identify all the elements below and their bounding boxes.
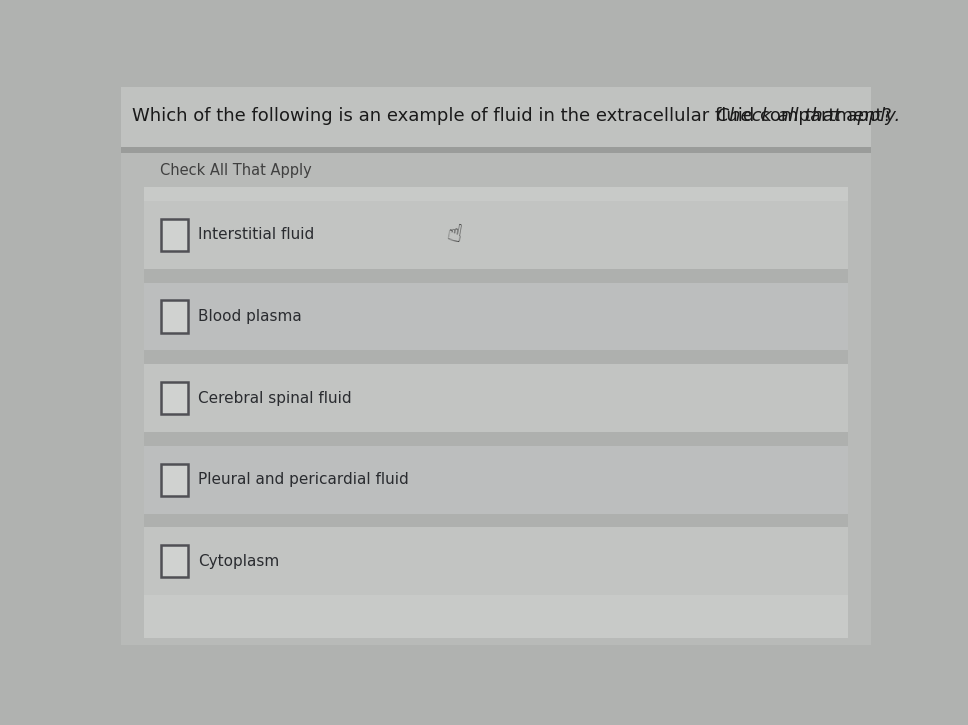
- Text: Blood plasma: Blood plasma: [198, 309, 302, 324]
- Text: Pleural and pericardial fluid: Pleural and pericardial fluid: [198, 472, 409, 487]
- Bar: [144, 283, 848, 350]
- Bar: [144, 187, 848, 637]
- Bar: [144, 350, 848, 364]
- Bar: [144, 364, 848, 432]
- Bar: [121, 87, 871, 147]
- Bar: [144, 513, 848, 528]
- Bar: [144, 446, 848, 513]
- Text: Check All That Apply: Check All That Apply: [160, 162, 312, 178]
- Text: Cytoplasm: Cytoplasm: [198, 554, 280, 569]
- Text: Cerebral spinal fluid: Cerebral spinal fluid: [198, 391, 352, 405]
- Text: Check all that apply.: Check all that apply.: [705, 107, 900, 125]
- Bar: [144, 528, 848, 595]
- Text: Which of the following is an example of fluid in the extracellular fluid compart: Which of the following is an example of …: [132, 107, 892, 125]
- Bar: [144, 201, 848, 269]
- Text: Interstitial fluid: Interstitial fluid: [198, 228, 315, 242]
- Text: ☝: ☝: [444, 222, 464, 248]
- Bar: [121, 147, 871, 153]
- Bar: [144, 269, 848, 283]
- FancyBboxPatch shape: [161, 300, 189, 333]
- FancyBboxPatch shape: [161, 219, 189, 251]
- FancyBboxPatch shape: [161, 382, 189, 414]
- Bar: [144, 432, 848, 446]
- FancyBboxPatch shape: [161, 463, 189, 496]
- FancyBboxPatch shape: [161, 545, 189, 578]
- Bar: [121, 153, 871, 645]
